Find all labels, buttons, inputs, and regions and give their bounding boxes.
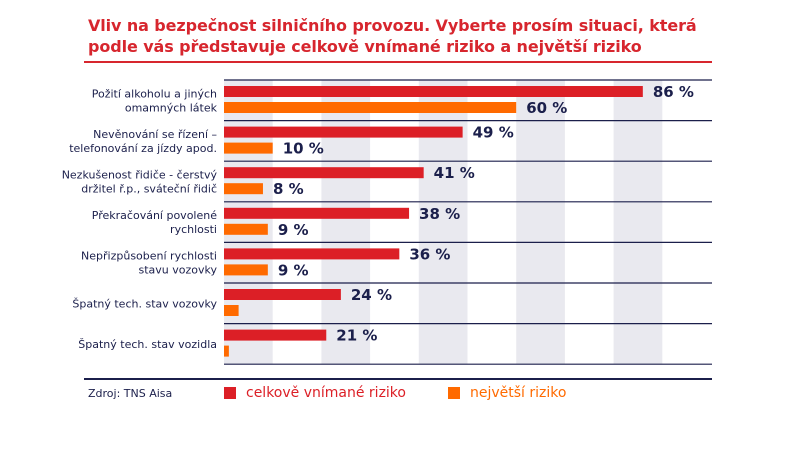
- bar-overall-risk: [224, 329, 327, 341]
- legend-item-overall: celkově vnímané riziko: [224, 385, 406, 401]
- title-rule: [84, 61, 712, 63]
- data-label: 10 %: [283, 140, 324, 158]
- category-label: Nevěnování se řízení – telefonování za jí…: [69, 128, 217, 155]
- category-label: Překračování povolené rychlosti: [92, 209, 217, 236]
- data-label: 8 %: [273, 180, 304, 198]
- chart-title: Vliv na bezpečnost silničního provozu. V…: [88, 15, 697, 57]
- bar-biggest-risk: [224, 264, 268, 276]
- category-label-line: Špatný tech. stav vozidla: [78, 338, 217, 351]
- category-label-line: držitel ř.p., sváteční řidič: [81, 183, 217, 196]
- source-note: Zdroj: TNS Aisa: [88, 387, 173, 400]
- data-label: 9 %: [278, 221, 309, 239]
- category-label: Špatný tech. stav vozidla: [78, 338, 217, 351]
- bar-overall-risk: [224, 167, 424, 179]
- bar-biggest-risk: [224, 102, 517, 113]
- data-label: 24 %: [351, 286, 392, 304]
- title-line-1: Vliv na bezpečnost silničního provozu. V…: [88, 16, 697, 35]
- data-label: 21 %: [336, 327, 377, 345]
- bar-biggest-risk: [224, 345, 229, 357]
- category-label: Požití alkoholu a jiných omamných látek: [92, 87, 218, 114]
- category-label-line: Požití alkoholu a jiných: [92, 87, 217, 100]
- legend-item-biggest: největší riziko: [448, 385, 566, 401]
- bar-overall-risk: [224, 289, 341, 300]
- bar-biggest-risk: [224, 305, 239, 316]
- category-label: Špatný tech. stav vozovky: [72, 297, 217, 310]
- grid-band: [516, 80, 565, 365]
- legend-swatch-overall: [224, 387, 236, 399]
- bottom-rule: [84, 378, 712, 380]
- category-label-line: Nezkušenost řidiče - čerstvý: [62, 169, 218, 182]
- category-label-line: omamných látek: [125, 101, 218, 114]
- data-label: 60 %: [526, 99, 567, 117]
- legend-label-overall: celkově vnímané riziko: [246, 385, 406, 401]
- data-label: 9 %: [278, 261, 309, 279]
- grid-band: [613, 80, 663, 365]
- category-label-line: rychlosti: [170, 223, 217, 236]
- category-label-line: Nepřizpůsobení rychlosti: [81, 250, 217, 263]
- grid-band: [321, 80, 371, 365]
- category-label-line: Špatný tech. stav vozovky: [72, 297, 217, 310]
- bar-biggest-risk: [224, 142, 273, 154]
- category-label: Nepřizpůsobení rychlosti stavu vozovky: [81, 250, 217, 277]
- bar-biggest-risk: [224, 223, 268, 235]
- title-line-2: podle vás představuje celkově vnímané ri…: [88, 37, 642, 56]
- grid-band: [224, 80, 273, 365]
- bar-overall-risk: [224, 248, 400, 260]
- legend-label-biggest: největší riziko: [470, 385, 567, 401]
- bar-overall-risk: [224, 86, 643, 97]
- data-label: 49 %: [473, 124, 514, 142]
- legend-swatch-biggest: [448, 387, 460, 399]
- category-label-line: Nevěnování se řízení –: [93, 128, 217, 141]
- category-label-line: stavu vozovky: [138, 264, 217, 277]
- data-label: 36 %: [409, 245, 450, 263]
- category-label: Nezkušenost řidiče - čerstvý držitel ř.p.…: [62, 169, 218, 196]
- bar-overall-risk: [224, 207, 410, 219]
- bar-overall-risk: [224, 126, 463, 138]
- category-label-line: Překračování povolené: [92, 209, 217, 222]
- data-label: 86 %: [653, 83, 694, 101]
- data-label: 41 %: [434, 164, 475, 182]
- data-label: 38 %: [419, 205, 460, 223]
- bar-biggest-risk: [224, 183, 263, 195]
- category-label-line: telefonování za jízdy apod.: [69, 142, 217, 155]
